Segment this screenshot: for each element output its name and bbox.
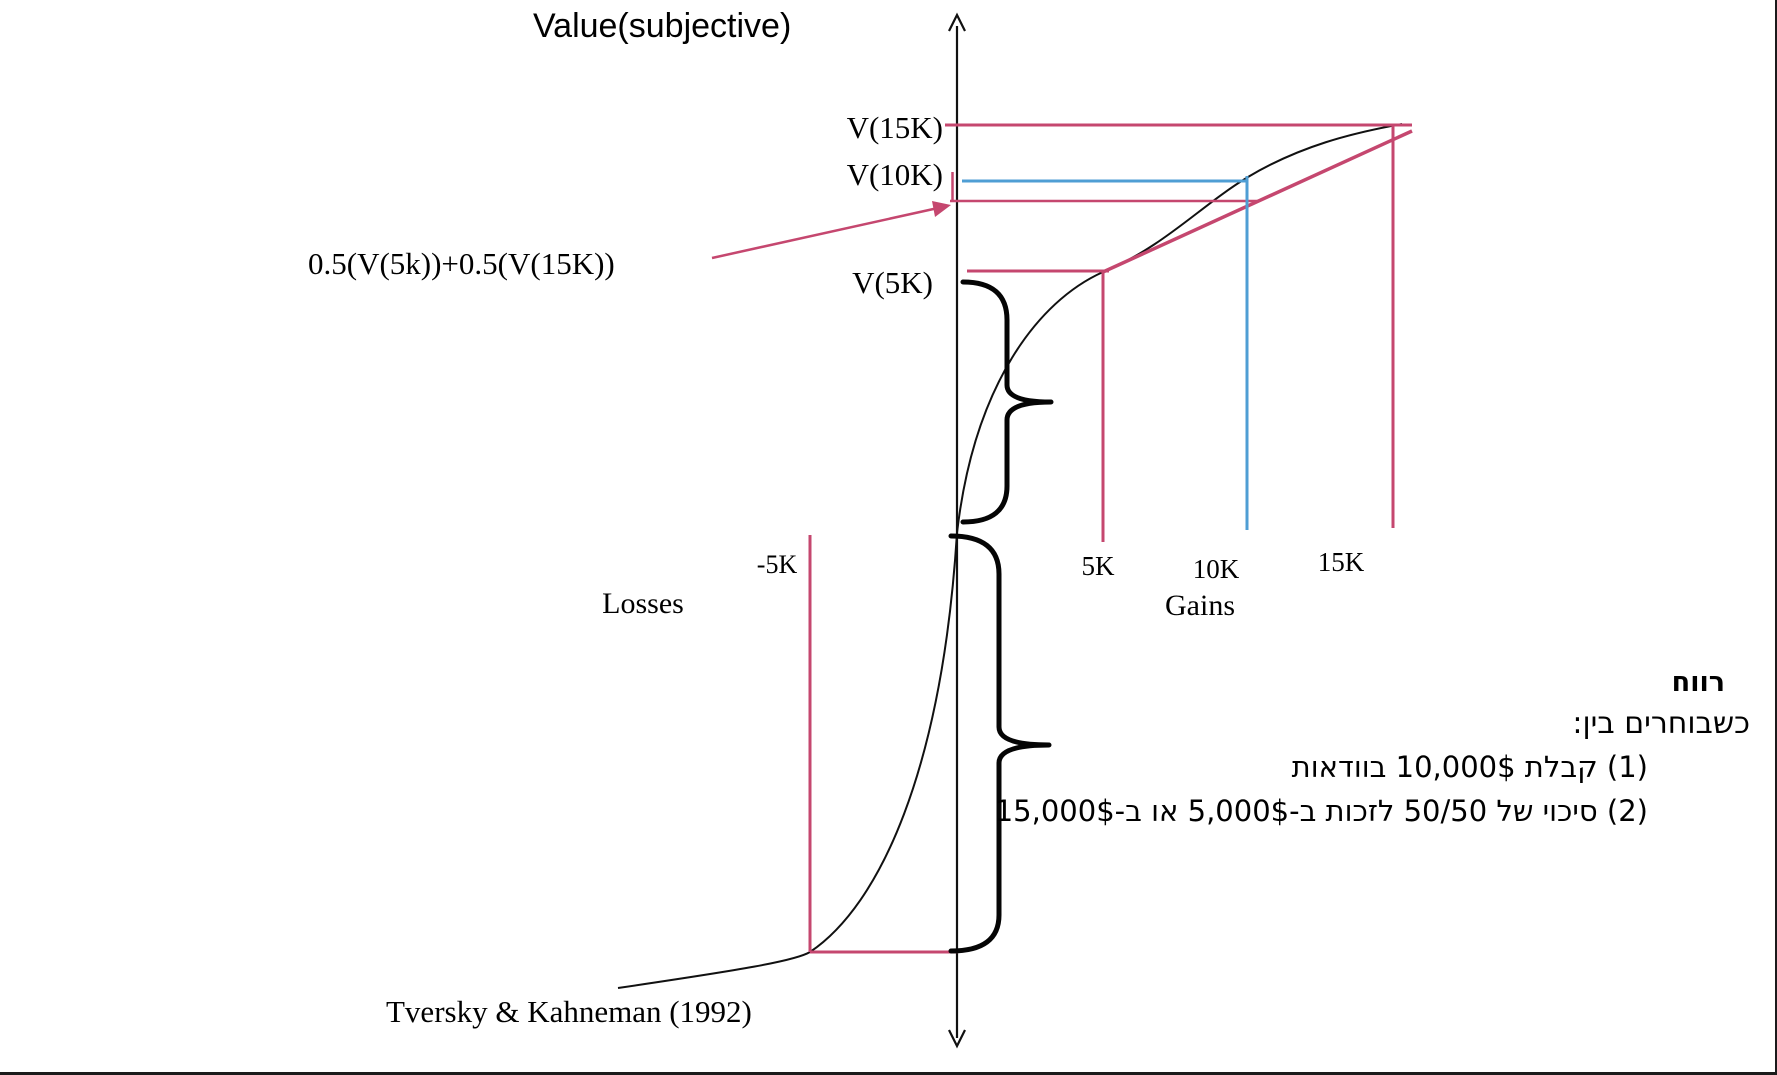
value-axis-title: Value(subjective): [533, 7, 792, 45]
axis-arrowhead-top-icon: [948, 12, 966, 32]
tick-label-5k: 5K: [1081, 551, 1115, 581]
hebrew-note-intro: כשבוחרים בין:: [1572, 706, 1750, 741]
annotation-arrow-shaft: [711, 206, 939, 260]
expected-value-label: 0.5(V(5k))+0.5(V(15K)): [308, 246, 615, 281]
hebrew-note-option1: (1) קבלת 10,000$ בוודאות: [1291, 750, 1648, 784]
tick-label-10k: 10K: [1192, 554, 1240, 584]
source-citation: Tversky & Kahneman (1992): [386, 994, 752, 1029]
tick-label-15k: 15K: [1317, 547, 1365, 577]
tick-label-neg5k: -5K: [756, 550, 798, 579]
gain-brace-icon: [960, 279, 1054, 525]
annotation-arrowhead-icon: [932, 201, 951, 217]
hebrew-note-option2: (2) סיכוי של 50/50 לזכות ב-5,000$ או ב-1…: [994, 794, 1648, 828]
v10k-label: V(10K): [846, 157, 943, 192]
losses-axis-label: Losses: [602, 587, 684, 620]
gains-axis-label: Gains: [1165, 589, 1235, 622]
v15k-label: V(15K): [846, 110, 943, 145]
v5k-label: V(5K): [852, 265, 933, 300]
hebrew-note-title: רווח: [1671, 667, 1725, 698]
axis-arrowhead-bottom-icon: [948, 1029, 966, 1049]
loss-brace-icon: [948, 533, 1052, 954]
